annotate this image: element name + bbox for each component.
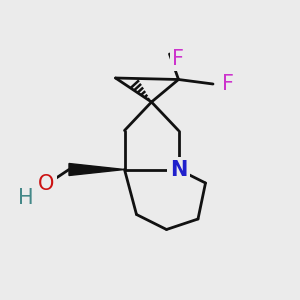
Text: F: F (222, 74, 234, 94)
Text: O: O (38, 175, 55, 194)
Text: H: H (18, 188, 33, 208)
Polygon shape (69, 164, 124, 175)
Text: N: N (170, 160, 187, 179)
Text: F: F (172, 49, 184, 68)
